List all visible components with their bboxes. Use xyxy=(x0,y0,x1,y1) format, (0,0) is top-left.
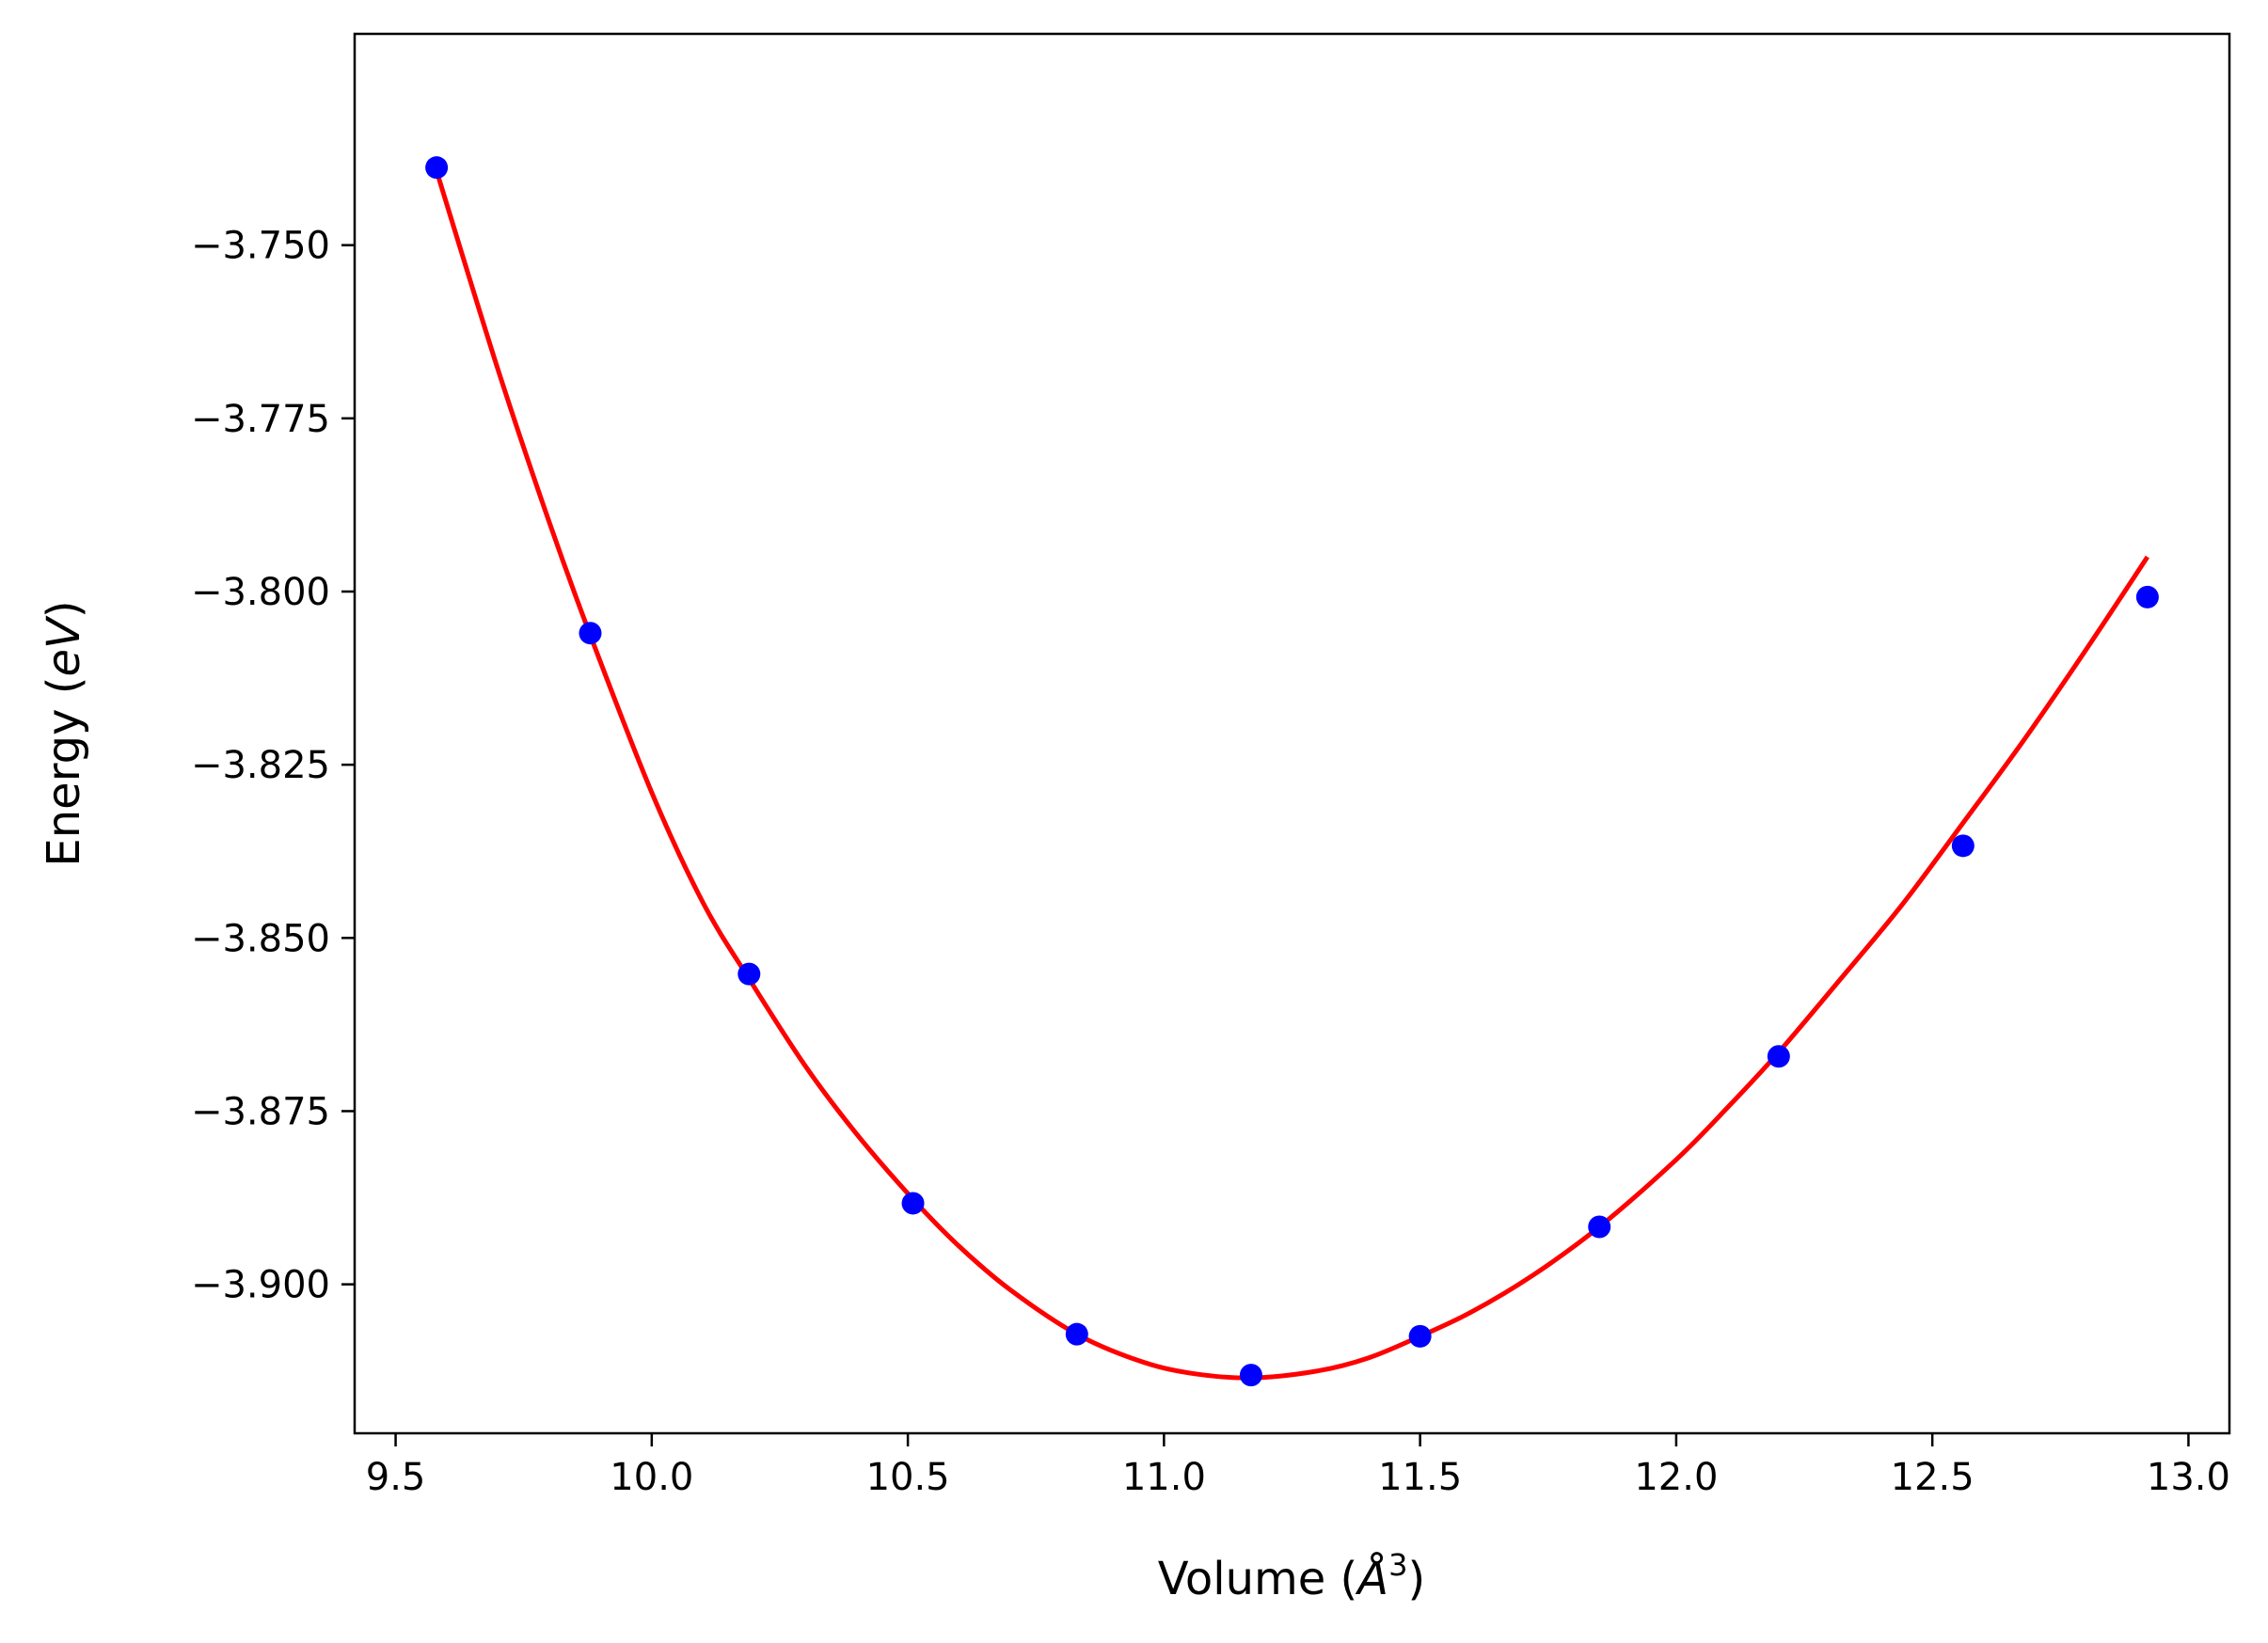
data-point xyxy=(425,156,449,180)
y-axis-label: Energy (eV) xyxy=(38,600,90,866)
x-axis-ticks: 9.5 10.0 10.5 11.0 11.5 12.0 12.5 13.0 xyxy=(366,1433,2230,1499)
x-tick-label: 12.5 xyxy=(1891,1456,1975,1499)
data-point xyxy=(1408,1324,1432,1348)
fit-curve xyxy=(434,170,2149,1381)
x-tick-label: 12.0 xyxy=(1634,1456,1718,1499)
data-point xyxy=(2135,585,2159,608)
y-tick-label: −3.825 xyxy=(191,744,330,787)
data-point xyxy=(1951,834,1975,858)
y-tick-label: −3.775 xyxy=(191,398,330,441)
y-axis-ticks: −3.750 −3.775 −3.800 −3.825 −3.850 −3.875 −3.9… xyxy=(191,225,355,1307)
plot-area xyxy=(425,156,2159,1387)
x-tick-label: 9.5 xyxy=(366,1456,426,1499)
data-point xyxy=(1767,1045,1790,1068)
y-tick-label: −3.800 xyxy=(191,571,330,614)
y-tick-label: −3.900 xyxy=(191,1264,330,1307)
data-point xyxy=(579,622,602,645)
y-tick-label: −3.875 xyxy=(191,1090,330,1133)
data-point xyxy=(1588,1215,1611,1239)
x-axis-label: Volume (Å3) xyxy=(1158,1547,1425,1605)
x-tick-label: 13.0 xyxy=(2147,1456,2230,1499)
x-tick-label: 11.5 xyxy=(1378,1456,1462,1499)
y-tick-label: −3.850 xyxy=(191,917,330,960)
data-point xyxy=(737,962,761,986)
y-tick-label: −3.750 xyxy=(191,225,330,268)
data-point xyxy=(1065,1322,1088,1346)
axes-frame xyxy=(353,32,2231,1435)
x-tick-label: 10.5 xyxy=(866,1456,950,1499)
x-tick-label: 11.0 xyxy=(1122,1456,1206,1499)
x-tick-label: 10.0 xyxy=(610,1456,693,1499)
data-point xyxy=(1239,1364,1262,1387)
data-point xyxy=(901,1192,925,1215)
